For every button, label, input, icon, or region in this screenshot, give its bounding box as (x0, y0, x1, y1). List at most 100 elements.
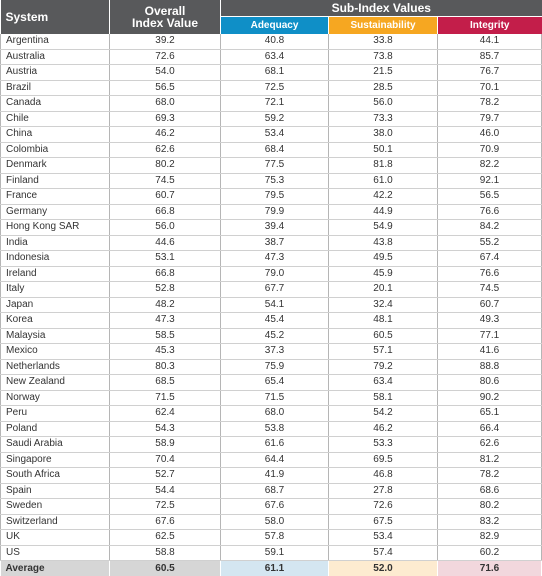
cell-integrity: 62.6 (437, 436, 542, 453)
cell-overall: 72.5 (109, 498, 221, 515)
table-row: Norway 71.5 71.5 58.1 90.2 (0, 390, 542, 406)
cell-system: Norway (0, 390, 110, 406)
table-row: Indonesia 53.1 47.3 49.5 67.4 (0, 250, 542, 267)
header-integrity: Integrity (437, 16, 542, 34)
cell-adequacy: 67.6 (220, 498, 329, 515)
cell-integrity: 83.2 (437, 514, 542, 530)
cell-overall: 53.1 (109, 250, 221, 267)
table-row: South Africa 52.7 41.9 46.8 78.2 (0, 467, 542, 484)
cell-adequacy: 40.8 (220, 34, 329, 50)
cell-adequacy: 68.4 (220, 142, 329, 158)
cell-overall: 70.4 (109, 452, 221, 468)
cell-integrity: 60.7 (437, 297, 542, 313)
cell-adequacy: 45.2 (220, 328, 329, 344)
average-sustainability: 52.0 (328, 560, 438, 576)
cell-system: Korea (0, 312, 110, 329)
cell-sustainability: 63.4 (328, 374, 438, 391)
cell-overall: 58.9 (109, 436, 221, 453)
table-row: Austria 54.0 68.1 21.5 76.7 (0, 64, 542, 81)
cell-sustainability: 38.0 (328, 126, 438, 143)
cell-integrity: 76.6 (437, 204, 542, 220)
cell-integrity: 79.7 (437, 111, 542, 127)
cell-adequacy: 53.4 (220, 126, 329, 143)
cell-sustainability: 67.5 (328, 514, 438, 530)
cell-adequacy: 41.9 (220, 467, 329, 484)
cell-sustainability: 32.4 (328, 297, 438, 313)
cell-system: Austria (0, 64, 110, 81)
cell-system: India (0, 235, 110, 251)
cell-overall: 54.4 (109, 483, 221, 499)
cell-overall: 52.7 (109, 467, 221, 484)
cell-sustainability: 72.6 (328, 498, 438, 515)
cell-integrity: 92.1 (437, 173, 542, 189)
cell-overall: 72.6 (109, 49, 221, 65)
cell-integrity: 65.1 (437, 405, 542, 422)
cell-integrity: 46.0 (437, 126, 542, 143)
cell-overall: 56.5 (109, 80, 221, 96)
table-row: Australia 72.6 63.4 73.8 85.7 (0, 49, 542, 65)
table-row: US 58.8 59.1 57.4 60.2 (0, 545, 542, 561)
cell-sustainability: 53.3 (328, 436, 438, 453)
cell-overall: 62.4 (109, 405, 221, 422)
cell-system: Malaysia (0, 328, 110, 344)
cell-overall: 68.0 (109, 95, 221, 112)
cell-integrity: 78.2 (437, 467, 542, 484)
cell-sustainability: 43.8 (328, 235, 438, 251)
cell-system: Finland (0, 173, 110, 189)
cell-overall: 71.5 (109, 390, 221, 406)
cell-sustainability: 58.1 (328, 390, 438, 406)
header-sustainability: Sustainability (328, 16, 438, 34)
cell-system: Canada (0, 95, 110, 112)
cell-adequacy: 79.9 (220, 204, 329, 220)
table-body: Argentina 39.2 40.8 33.8 44.1 Australia 72.6 63… (0, 34, 542, 561)
cell-system: Peru (0, 405, 110, 422)
table-row: Brazil 56.5 72.5 28.5 70.1 (0, 80, 542, 96)
cell-integrity: 81.2 (437, 452, 542, 468)
cell-integrity: 41.6 (437, 343, 542, 360)
cell-sustainability: 54.2 (328, 405, 438, 422)
cell-system: Spain (0, 483, 110, 499)
cell-sustainability: 69.5 (328, 452, 438, 468)
cell-adequacy: 68.7 (220, 483, 329, 499)
header-system: System (0, 0, 110, 34)
cell-adequacy: 57.8 (220, 529, 329, 546)
cell-overall: 66.8 (109, 266, 221, 282)
cell-overall: 58.5 (109, 328, 221, 344)
header-adequacy: Adequacy (220, 16, 329, 34)
table-row: Chile 69.3 59.2 73.3 79.7 (0, 111, 542, 127)
cell-system: Hong Kong SAR (0, 219, 110, 236)
cell-adequacy: 58.0 (220, 514, 329, 530)
cell-adequacy: 54.1 (220, 297, 329, 313)
cell-system: Colombia (0, 142, 110, 158)
cell-overall: 39.2 (109, 34, 221, 50)
cell-sustainability: 61.0 (328, 173, 438, 189)
cell-system: Singapore (0, 452, 110, 468)
cell-system: China (0, 126, 110, 143)
table-row: Italy 52.8 67.7 20.1 74.5 (0, 281, 542, 298)
cell-sustainability: 57.4 (328, 545, 438, 561)
cell-system: Saudi Arabia (0, 436, 110, 453)
cell-integrity: 85.7 (437, 49, 542, 65)
cell-integrity: 67.4 (437, 250, 542, 267)
cell-adequacy: 72.5 (220, 80, 329, 96)
cell-adequacy: 79.0 (220, 266, 329, 282)
cell-sustainability: 48.1 (328, 312, 438, 329)
cell-integrity: 70.1 (437, 80, 542, 96)
cell-adequacy: 39.4 (220, 219, 329, 236)
cell-system: Australia (0, 49, 110, 65)
cell-sustainability: 73.8 (328, 49, 438, 65)
average-adequacy: 61.1 (220, 560, 329, 576)
table-row: Ireland 66.8 79.0 45.9 76.6 (0, 266, 542, 282)
table-row: Finland 74.5 75.3 61.0 92.1 (0, 173, 542, 189)
table-row: Peru 62.4 68.0 54.2 65.1 (0, 405, 542, 422)
table-row: UK 62.5 57.8 53.4 82.9 (0, 529, 542, 546)
table-row: Malaysia 58.5 45.2 60.5 77.1 (0, 328, 542, 344)
cell-integrity: 49.3 (437, 312, 542, 329)
cell-overall: 74.5 (109, 173, 221, 189)
cell-overall: 67.6 (109, 514, 221, 530)
table-row: Spain 54.4 68.7 27.8 68.6 (0, 483, 542, 499)
cell-sustainability: 28.5 (328, 80, 438, 96)
cell-sustainability: 50.1 (328, 142, 438, 158)
cell-overall: 54.0 (109, 64, 221, 81)
cell-overall: 52.8 (109, 281, 221, 298)
